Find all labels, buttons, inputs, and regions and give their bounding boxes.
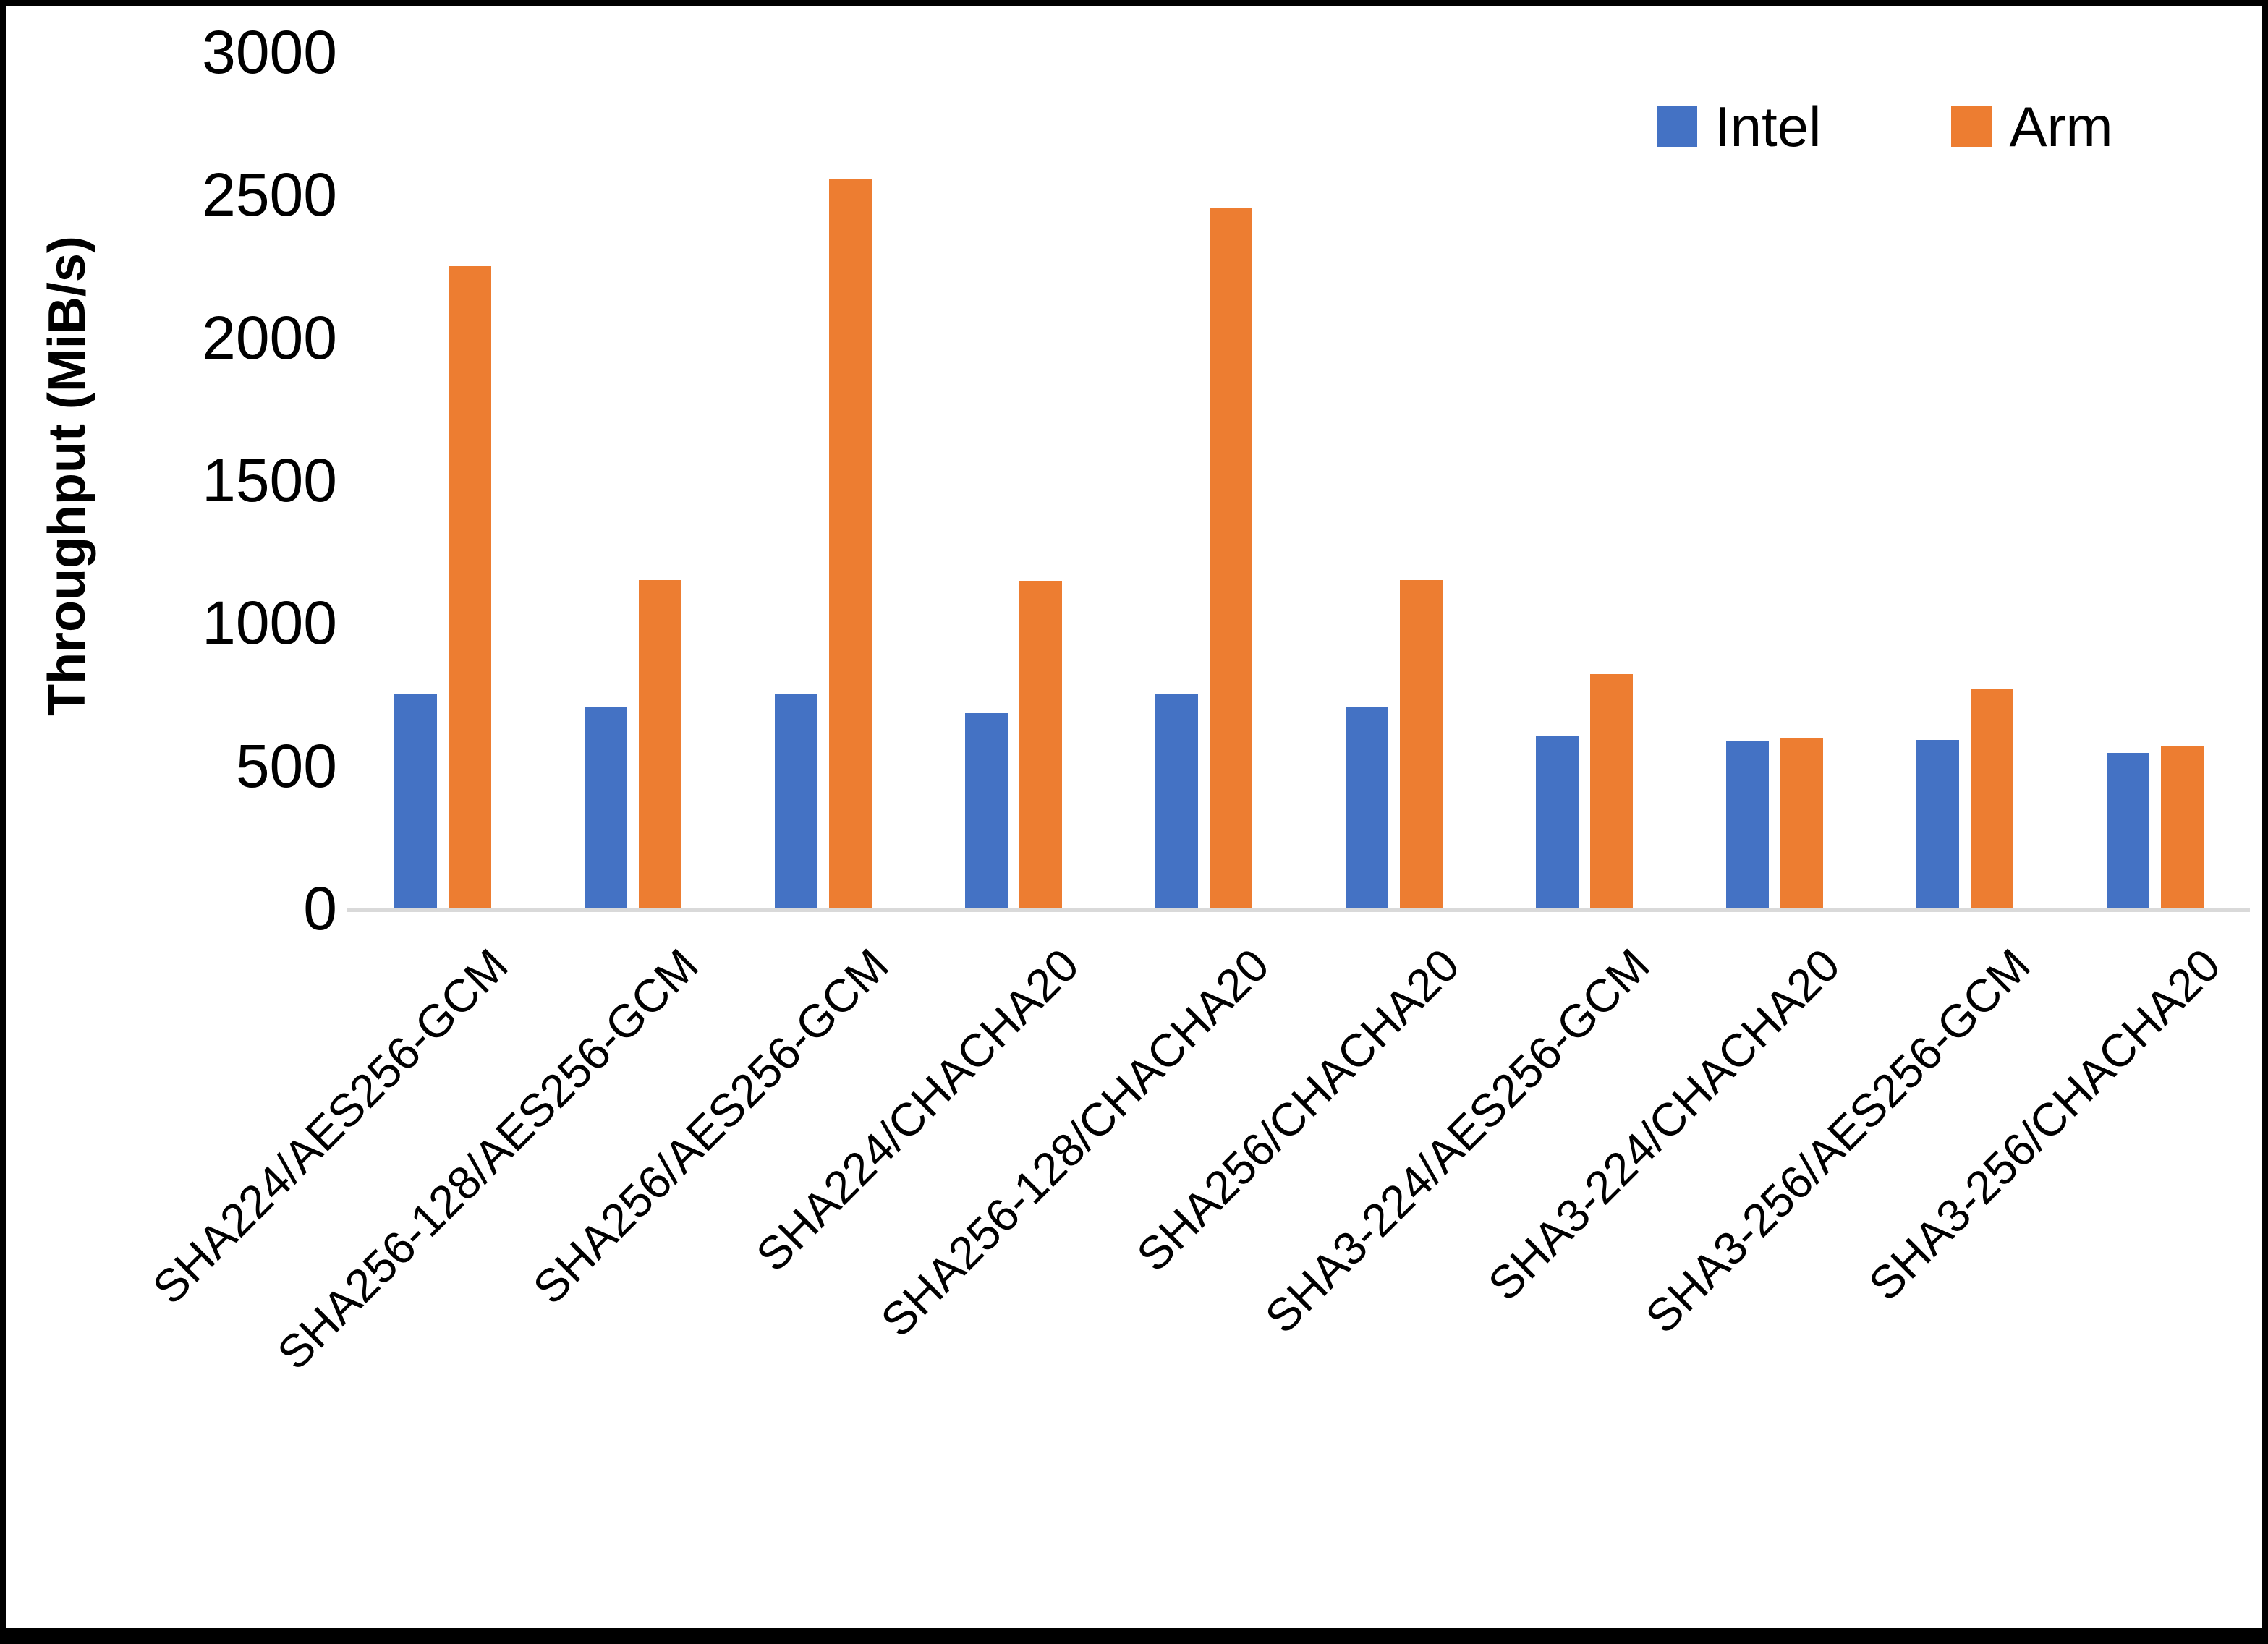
bar-intel-1 (394, 694, 437, 908)
y-tick-label: 1000 (202, 589, 337, 657)
bar-arm-7 (1589, 674, 1633, 908)
legend-item-arm: Arm (1951, 98, 2112, 155)
bar-intel-8 (1725, 741, 1769, 908)
bar-arm-4 (1019, 580, 1062, 908)
legend-swatch-icon (1657, 106, 1697, 147)
x-axis-line (347, 908, 2250, 912)
y-tick-label: 500 (235, 731, 337, 800)
legend: Intel Arm (1657, 98, 2112, 155)
y-tick-label: 2000 (202, 303, 337, 372)
bar-intel-10 (2106, 752, 2149, 908)
legend-label: Intel (1715, 95, 1822, 158)
bar-intel-9 (1916, 740, 1959, 908)
y-tick-label: 0 (303, 874, 337, 942)
bar-arm-1 (448, 266, 491, 908)
bar-intel-4 (964, 712, 1008, 908)
bar-arm-10 (2160, 746, 2204, 908)
bar-arm-6 (1399, 580, 1443, 908)
bar-arm-8 (1780, 738, 1823, 908)
legend-swatch-icon (1951, 106, 1992, 147)
bar-arm-2 (638, 580, 681, 908)
bar-intel-2 (584, 707, 627, 908)
y-tick-label: 3000 (202, 18, 337, 86)
y-tick-label: 2500 (202, 161, 337, 229)
bar-arm-5 (1209, 208, 1252, 908)
bar-arm-3 (828, 179, 872, 908)
legend-item-intel: Intel (1657, 98, 1821, 155)
bar-intel-7 (1535, 736, 1579, 908)
bar-intel-5 (1155, 694, 1198, 908)
legend-label: Arm (2009, 95, 2113, 158)
y-tick-label: 1500 (202, 446, 337, 514)
bar-arm-9 (1970, 689, 2013, 908)
bar-intel-6 (1345, 707, 1388, 908)
bar-intel-3 (774, 694, 817, 908)
